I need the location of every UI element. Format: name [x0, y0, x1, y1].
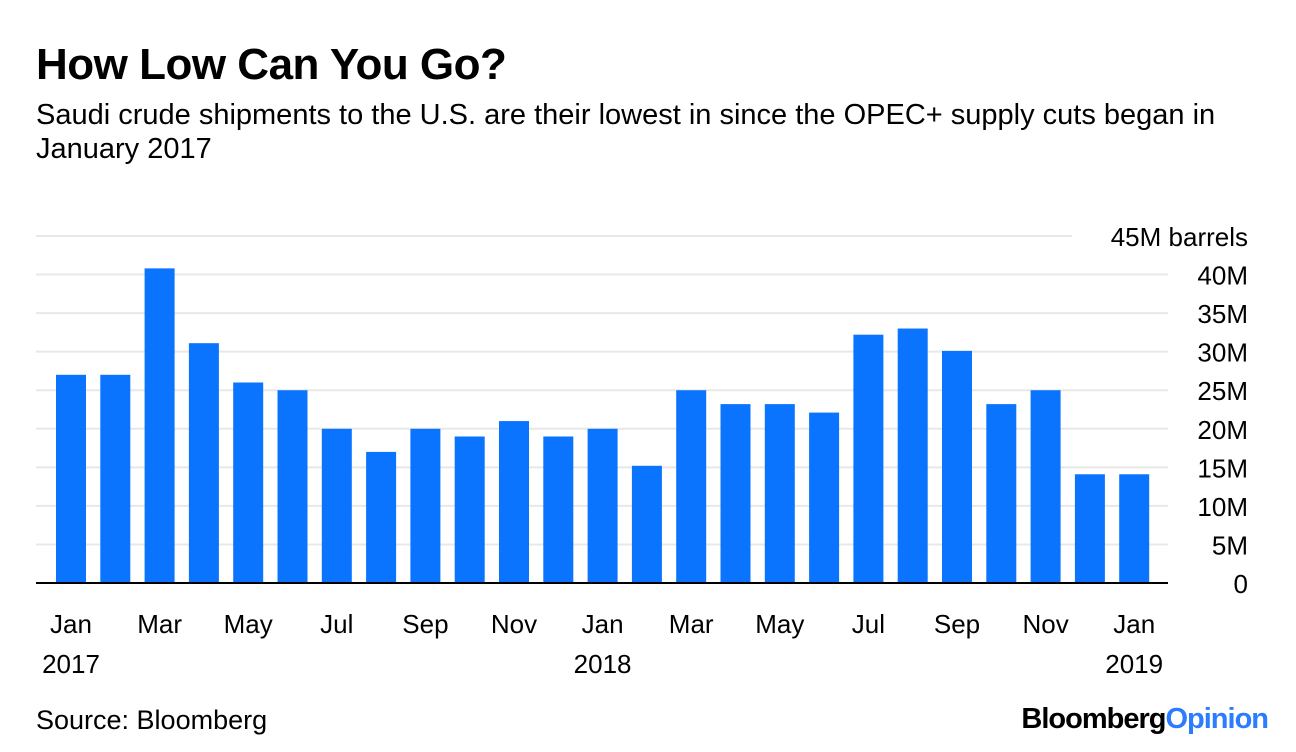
x-tick-label: Mar: [669, 609, 714, 639]
chart-subtitle: Saudi crude shipments to the U.S. are th…: [36, 99, 1216, 165]
source-note: Source: Bloomberg: [36, 705, 268, 735]
bar: Apr 2018: 23.2M: [720, 404, 751, 583]
y-tick-label: 40M: [1197, 261, 1248, 291]
x-tick-label: Nov: [1022, 609, 1068, 639]
bar: Oct 2017: 19M: [454, 436, 485, 583]
bar: Jul 2018: 32.2M: [853, 334, 884, 583]
bar: Aug 2018: 33M: [897, 328, 928, 583]
y-tick-label: 5M: [1212, 530, 1248, 560]
x-tick-label: Mar: [137, 609, 182, 639]
x-tick-label: Jan: [582, 609, 624, 639]
x-tick-label: Jul: [852, 609, 885, 639]
bar: Dec 2017: 19M: [543, 436, 574, 583]
bar: Dec 2018: 14.1M: [1074, 474, 1105, 583]
bar: Jul 2017: 20M: [321, 428, 352, 583]
brand-logo: BloombergOpinion: [1021, 702, 1269, 736]
x-axis-labels: Jan 2017 Mar May Jul Sep Nov Jan 2018 Mar May Jul Se…: [42, 609, 1163, 679]
y-tick-label: 0: [1234, 569, 1248, 599]
bar: Apr 2017: 31.1M: [188, 343, 219, 583]
x-year-label: 2018: [574, 649, 632, 679]
bar: Aug 2017: 17M: [366, 451, 397, 583]
brand-logo-part2: Opinion: [1165, 703, 1269, 735]
bar: Jan 2018: 20M: [587, 428, 618, 583]
x-year-label: 2017: [42, 649, 100, 679]
bar: Jun 2017: 25M: [277, 390, 308, 583]
y-axis-labels: 0 5M 10M 15M 20M 25M 30M 35M 40M 45M barrels: [1111, 222, 1248, 599]
bar: Sep 2017: 20M: [410, 428, 441, 583]
y-tick-label: 30M: [1197, 338, 1248, 368]
brand-logo-part1: Bloomberg: [1021, 703, 1166, 735]
bar: Jun 2018: 22.1M: [809, 412, 840, 583]
bar: Sep 2018: 30.1M: [942, 350, 972, 583]
bar: May 2018: 23.2M: [764, 404, 795, 583]
bar: Jan 2019: 14.1M: [1119, 474, 1150, 583]
x-year-label: 2019: [1105, 649, 1163, 679]
x-tick-label: Nov: [491, 609, 537, 639]
bar: Oct 2018: 23.2M: [986, 404, 1017, 583]
bar: Feb 2018: 15.2M: [631, 465, 662, 583]
bar: Mar 2017: 40.8M: [144, 268, 175, 583]
x-tick-label: Jul: [320, 609, 353, 639]
x-tick-label: Sep: [402, 609, 448, 639]
bar: Feb 2017: 27M: [100, 374, 131, 583]
y-tick-label: 25M: [1197, 376, 1248, 406]
y-tick-label: 15M: [1197, 453, 1248, 483]
chart-title: How Low Can You Go?: [36, 40, 507, 89]
bar: Mar 2018: 25M: [676, 390, 707, 583]
bar-chart: Jan 2017: 27M Feb 2017: 27M Mar 2017: 40.8…: [36, 222, 1248, 679]
y-tick-label: 10M: [1197, 492, 1248, 522]
bar: Nov 2017: 21M: [499, 421, 529, 583]
bar-series: Jan 2017: 27M Feb 2017: 27M Mar 2017: 40.8…: [56, 268, 1150, 583]
y-tick-label: 35M: [1197, 299, 1248, 329]
x-tick-label: Jan: [50, 609, 92, 639]
bar: May 2017: 26M: [233, 382, 264, 583]
bar: Jan 2017: 27M: [56, 374, 86, 583]
y-tick-label: 45M barrels: [1111, 222, 1248, 252]
x-tick-label: May: [224, 609, 273, 639]
bar: Nov 2018: 25M: [1030, 390, 1061, 583]
y-tick-label: 20M: [1197, 415, 1248, 445]
x-tick-label: Sep: [934, 609, 980, 639]
x-tick-label: May: [755, 609, 804, 639]
x-tick-label: Jan: [1113, 609, 1155, 639]
